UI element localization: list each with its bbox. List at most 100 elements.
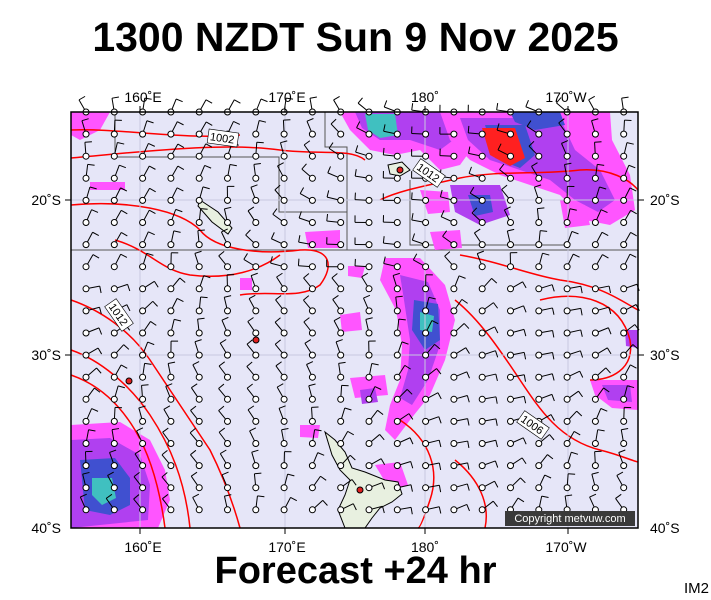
wind-barb-feather bbox=[303, 140, 311, 146]
wind-barb-feather bbox=[395, 295, 403, 298]
station-marker bbox=[280, 263, 288, 271]
station-marker bbox=[591, 196, 599, 204]
wind-barb-feather bbox=[224, 206, 232, 210]
wind-barb-feather bbox=[189, 427, 196, 434]
station-marker bbox=[563, 462, 571, 470]
station-marker bbox=[422, 307, 430, 315]
station-marker bbox=[450, 351, 458, 359]
lon-label-bottom: 160˚E bbox=[124, 539, 161, 555]
wind-barb-feather bbox=[161, 449, 168, 456]
wind-barb-feather bbox=[257, 495, 265, 498]
station-marker bbox=[110, 174, 118, 182]
station-marker bbox=[280, 241, 288, 249]
station-marker bbox=[110, 241, 118, 249]
station-marker bbox=[478, 417, 486, 425]
wind-barb-feather bbox=[558, 118, 565, 124]
wind-barb-feather bbox=[259, 120, 267, 123]
wind-barb-feather bbox=[127, 284, 131, 292]
wind-barb-feather bbox=[550, 414, 555, 421]
station-marker bbox=[422, 263, 430, 271]
wind-barb-feather bbox=[314, 429, 322, 432]
station-marker bbox=[393, 395, 401, 403]
station-marker bbox=[478, 219, 486, 226]
station-marker bbox=[393, 373, 401, 381]
wind-barb-feather bbox=[303, 317, 310, 323]
wind-barb-feather bbox=[96, 367, 102, 374]
station-marker bbox=[139, 196, 147, 204]
wind-barb-feather bbox=[494, 326, 499, 334]
wind-barb-feather bbox=[588, 95, 595, 101]
wind-barb-feather bbox=[551, 373, 555, 381]
wind-barb-feather bbox=[81, 118, 89, 122]
station-marker bbox=[563, 329, 571, 337]
station-marker bbox=[620, 329, 628, 337]
wind-barb-feather bbox=[270, 256, 273, 264]
station-marker bbox=[82, 152, 90, 160]
station-marker bbox=[167, 462, 175, 470]
wind-barb-feather bbox=[200, 208, 208, 210]
wind-barb-feather bbox=[275, 361, 282, 367]
wind-barb-feather bbox=[82, 471, 90, 475]
station-marker bbox=[478, 351, 486, 359]
wind-barb-feather bbox=[204, 164, 212, 169]
wind-barb-feather bbox=[579, 350, 584, 358]
wind-barb-feather bbox=[569, 208, 577, 211]
station-marker bbox=[535, 152, 543, 160]
station-marker bbox=[365, 351, 373, 359]
wind-barb-feather bbox=[607, 327, 612, 335]
station-marker bbox=[82, 196, 90, 204]
station-marker bbox=[591, 219, 599, 226]
station-marker bbox=[110, 130, 118, 138]
station-marker bbox=[224, 395, 231, 403]
station-marker bbox=[450, 440, 458, 447]
station-marker bbox=[110, 196, 118, 204]
station-marker bbox=[195, 395, 203, 403]
wind-barb-feather bbox=[580, 286, 583, 294]
station-marker bbox=[224, 196, 231, 204]
station-marker bbox=[195, 351, 203, 359]
station-marker bbox=[478, 440, 486, 447]
wind-barb-feather bbox=[299, 187, 305, 194]
station-marker bbox=[478, 130, 486, 138]
copyright-banner bbox=[505, 511, 635, 526]
station-marker bbox=[82, 285, 90, 293]
wind-barb-feather bbox=[221, 471, 229, 476]
station-marker bbox=[110, 373, 118, 381]
wind-barb-feather bbox=[522, 281, 527, 289]
wind-barb-feather bbox=[88, 429, 96, 432]
station-marker bbox=[280, 351, 288, 359]
station-marker bbox=[337, 152, 345, 160]
wind-barb-feather bbox=[589, 493, 597, 498]
station-marker bbox=[365, 263, 373, 271]
station-marker bbox=[393, 152, 401, 160]
station-marker bbox=[365, 395, 373, 403]
wind-barb-feather bbox=[549, 434, 555, 441]
station-marker bbox=[195, 285, 203, 293]
wind-barb-feather bbox=[220, 449, 227, 455]
wind-barb-feather bbox=[276, 383, 284, 388]
station-marker bbox=[591, 395, 599, 403]
station-marker bbox=[393, 440, 401, 447]
station-marker bbox=[450, 373, 458, 381]
station-marker bbox=[535, 285, 543, 293]
station-marker bbox=[224, 329, 231, 337]
wind-barb-feather bbox=[246, 383, 253, 389]
wind-barb-feather bbox=[117, 142, 125, 145]
wind-barb-feather bbox=[120, 232, 128, 237]
wind-barb-feather bbox=[471, 207, 478, 214]
station-marker bbox=[224, 484, 231, 492]
station-marker bbox=[195, 130, 203, 138]
wind-barb-feather bbox=[606, 347, 612, 355]
station-marker bbox=[139, 285, 147, 293]
wind-barb-feather bbox=[401, 341, 409, 345]
wind-barb-feather bbox=[331, 273, 338, 279]
station-marker bbox=[167, 395, 175, 403]
wind-barb-feather bbox=[218, 405, 225, 411]
station-marker bbox=[280, 219, 288, 226]
wind-barb-feather bbox=[306, 361, 314, 365]
station-marker bbox=[591, 241, 599, 249]
wind-barb-feather bbox=[221, 316, 229, 321]
wind-barb-feather bbox=[176, 187, 184, 192]
wind-barb-feather bbox=[354, 169, 357, 177]
station-marker bbox=[224, 351, 231, 359]
